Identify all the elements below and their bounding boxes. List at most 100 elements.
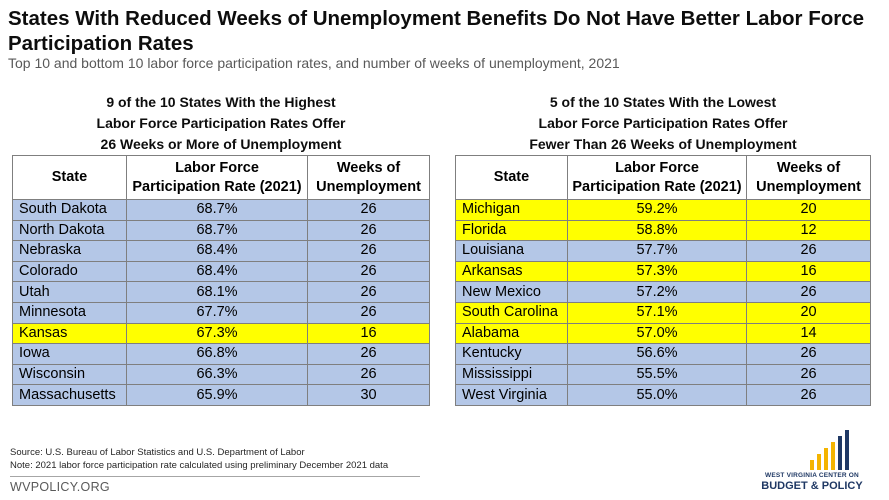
- table-body: South Dakota 68.7% 26 North Dakota 68.7% 26 Ne…: [12, 199, 430, 406]
- table-row: South Dakota 68.7% 26: [12, 199, 430, 221]
- table-row: Arkansas 57.3% 16: [455, 260, 871, 283]
- table-row: Mississippi 55.5% 26: [455, 363, 871, 386]
- state-cell: Nebraska: [12, 240, 127, 262]
- source-notes: Source: U.S. Bureau of Labor Statistics …: [10, 446, 388, 472]
- state-header: State: [455, 155, 568, 200]
- state-cell: Mississippi: [455, 363, 568, 386]
- table-row: Massachusetts 65.9% 30: [12, 384, 430, 406]
- state-cell: Kentucky: [455, 343, 568, 365]
- table-row: Nebraska 68.4% 26: [12, 240, 430, 262]
- footer-divider: [10, 476, 420, 477]
- table-body: Michigan 59.2% 20 Florida 58.8% 12 Louisiana 57…: [455, 199, 871, 406]
- table-row: Kentucky 56.6% 26: [455, 343, 871, 365]
- highest-participation-table: State Labor Force Participation Rate (202…: [12, 155, 430, 406]
- weeks-cell: 26: [307, 219, 430, 242]
- table-row: Kansas 67.3% 16: [12, 322, 430, 345]
- caption-line: Labor Force Participation Rates Offer: [96, 115, 346, 131]
- rate-cell: 66.3%: [125, 363, 309, 386]
- weeks-cell: 20: [746, 301, 871, 324]
- rate-cell: 67.3%: [125, 322, 309, 345]
- state-cell: Michigan: [455, 199, 568, 221]
- weeks-header: Weeks of Unemployment: [746, 155, 871, 200]
- page-title: States With Reduced Weeks of Unemploymen…: [8, 7, 865, 55]
- weeks-cell: 20: [746, 199, 871, 221]
- state-header: State: [12, 155, 127, 200]
- weeks-cell: 14: [746, 322, 871, 345]
- page-subtitle: Top 10 and bottom 10 labor force partici…: [8, 55, 620, 71]
- site-link[interactable]: WVPOLICY.ORG: [10, 480, 110, 494]
- weeks-cell: 26: [307, 343, 430, 365]
- table-row: Minnesota 67.7% 26: [12, 301, 430, 324]
- state-cell: Louisiana: [455, 240, 568, 262]
- caption-line: Fewer Than 26 Weeks of Unemployment: [529, 136, 797, 152]
- state-cell: South Dakota: [12, 199, 127, 221]
- table-row: Florida 58.8% 12: [455, 219, 871, 242]
- logo-text-line1: WEST VIRGINIA CENTER ON: [765, 472, 859, 479]
- table-row: Colorado 68.4% 26: [12, 260, 430, 283]
- state-cell: Florida: [455, 219, 568, 242]
- state-cell: Arkansas: [455, 260, 568, 283]
- weeks-cell: 26: [307, 363, 430, 386]
- source-text: Source: U.S. Bureau of Labor Statistics …: [10, 447, 305, 458]
- caption-line: Labor Force Participation Rates Offer: [538, 115, 788, 131]
- rate-cell: 55.0%: [566, 384, 748, 406]
- weeks-cell: 26: [746, 384, 871, 406]
- state-cell: New Mexico: [455, 281, 568, 303]
- rate-cell: 56.6%: [566, 343, 748, 365]
- rate-cell: 68.7%: [125, 219, 309, 242]
- rate-cell: 68.4%: [125, 260, 309, 283]
- weeks-cell: 16: [307, 322, 430, 345]
- weeks-cell: 26: [307, 301, 430, 324]
- organization-logo: WEST VIRGINIA CENTER ON BUDGET & POLICY: [742, 430, 882, 496]
- table-row: Wisconsin 66.3% 26: [12, 363, 430, 386]
- rate-cell: 57.3%: [566, 260, 748, 283]
- state-cell: Colorado: [12, 260, 127, 283]
- rate-cell: 66.8%: [125, 343, 309, 365]
- weeks-cell: 26: [307, 281, 430, 303]
- table-row: South Carolina 57.1% 20: [455, 301, 871, 324]
- rate-header: Labor Force Participation Rate (2021): [566, 155, 748, 200]
- weeks-header: Weeks of Unemployment: [307, 155, 430, 200]
- rate-cell: 58.8%: [566, 219, 748, 242]
- rate-cell: 68.4%: [125, 240, 309, 262]
- logo-text-line2: BUDGET & POLICY: [761, 480, 863, 492]
- weeks-cell: 26: [307, 260, 430, 283]
- state-cell: Minnesota: [12, 301, 127, 324]
- state-cell: Wisconsin: [12, 363, 127, 386]
- rate-cell: 59.2%: [566, 199, 748, 221]
- state-cell: Massachusetts: [12, 384, 127, 406]
- weeks-cell: 26: [746, 363, 871, 386]
- rate-cell: 57.7%: [566, 240, 748, 262]
- state-cell: Utah: [12, 281, 127, 303]
- table-header-row: State Labor Force Participation Rate (202…: [12, 155, 430, 200]
- table-row: West Virginia 55.0% 26: [455, 384, 871, 406]
- weeks-cell: 26: [746, 343, 871, 365]
- weeks-cell: 26: [307, 240, 430, 262]
- rate-cell: 65.9%: [125, 384, 309, 406]
- weeks-cell: 26: [746, 281, 871, 303]
- table-row: Alabama 57.0% 14: [455, 322, 871, 345]
- table-row: Michigan 59.2% 20: [455, 199, 871, 221]
- table-row: Louisiana 57.7% 26: [455, 240, 871, 262]
- state-cell: Kansas: [12, 322, 127, 345]
- rate-cell: 57.0%: [566, 322, 748, 345]
- table-row: New Mexico 57.2% 26: [455, 281, 871, 303]
- rate-cell: 68.7%: [125, 199, 309, 221]
- caption-line: 26 Weeks or More of Unemployment: [100, 136, 342, 152]
- caption-line: 9 of the 10 States With the Highest: [106, 94, 336, 110]
- state-cell: Alabama: [455, 322, 568, 345]
- bar-chart-logo-icon: [810, 430, 870, 470]
- rate-cell: 57.2%: [566, 281, 748, 303]
- weeks-cell: 16: [746, 260, 871, 283]
- left-table-caption: 9 of the 10 States With the Highest Labo…: [12, 92, 430, 155]
- state-cell: North Dakota: [12, 219, 127, 242]
- rate-cell: 67.7%: [125, 301, 309, 324]
- lowest-participation-table: State Labor Force Participation Rate (202…: [455, 155, 871, 406]
- rate-cell: 57.1%: [566, 301, 748, 324]
- right-table-caption: 5 of the 10 States With the Lowest Labor…: [455, 92, 871, 155]
- weeks-cell: 12: [746, 219, 871, 242]
- state-cell: Iowa: [12, 343, 127, 365]
- state-cell: South Carolina: [455, 301, 568, 324]
- table-row: Utah 68.1% 26: [12, 281, 430, 303]
- weeks-cell: 26: [307, 199, 430, 221]
